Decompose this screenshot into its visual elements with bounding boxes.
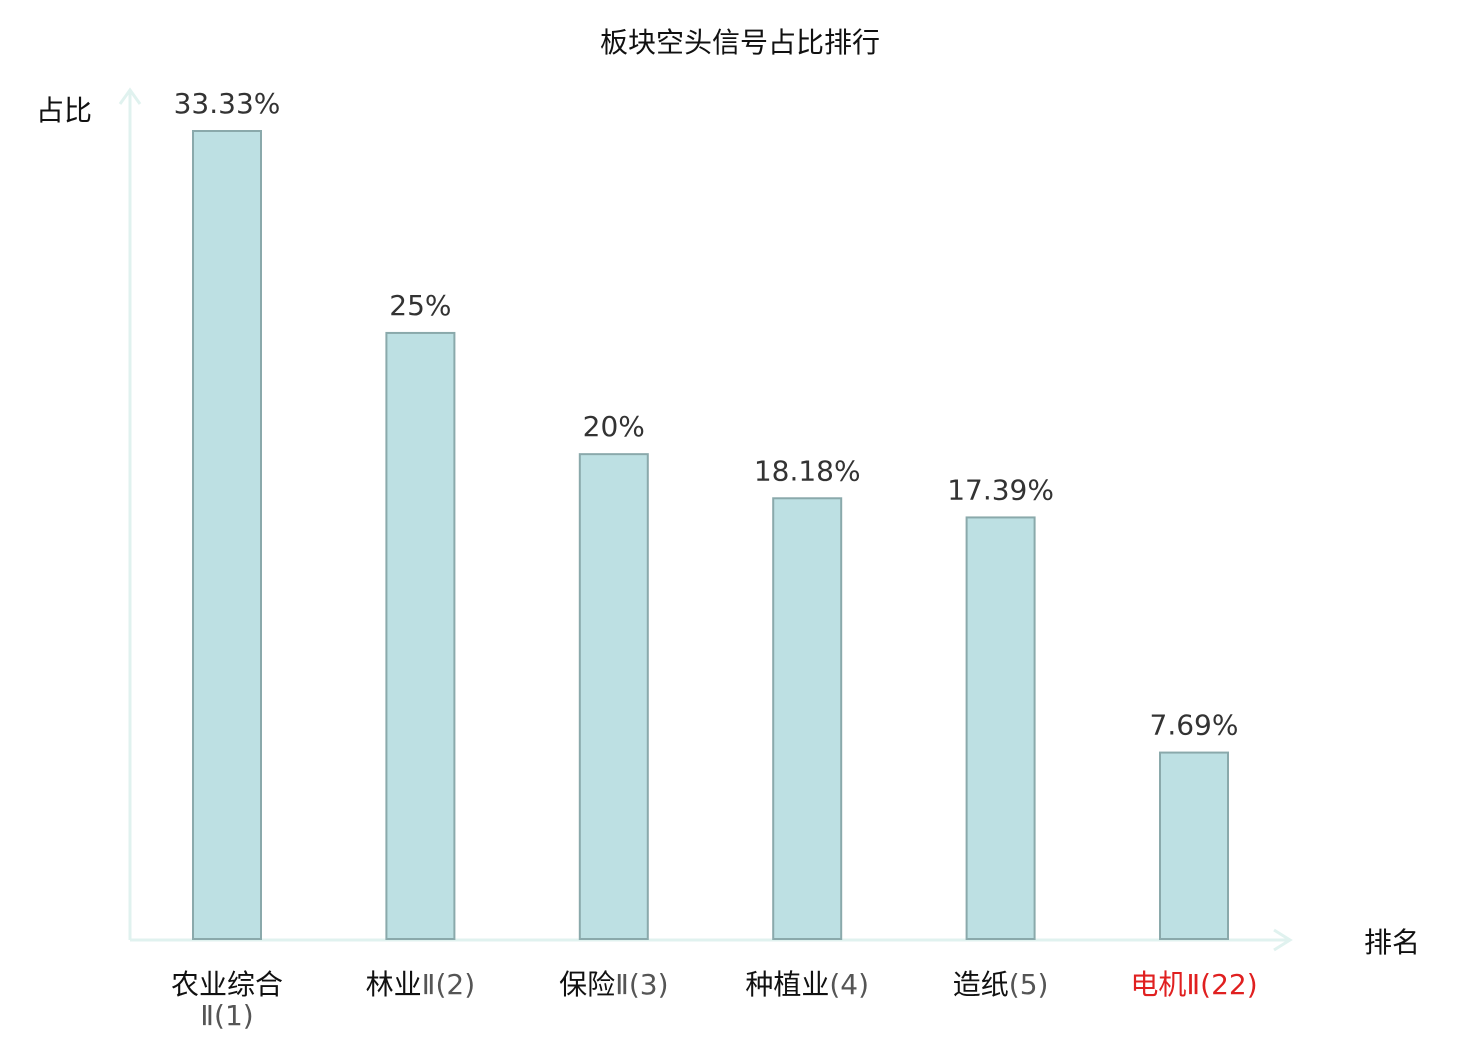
y-axis-arrow [118,87,142,105]
x-tick-name: 电机 [1130,968,1186,1001]
x-tick-label: 种植业(4) [745,968,869,1001]
data-label: 7.69% [1150,709,1239,742]
x-tick-rank: Ⅱ(22) [1186,968,1257,1001]
data-label: 25% [389,289,451,322]
x-tick-label: 农业综合 [171,968,283,1001]
bar [1159,751,1229,940]
x-tick-label: 造纸(5) [953,968,1049,1001]
x-tick-name: 林业 [366,968,422,1001]
value-labels-group: 33.33% 25% 20% 18.18% 17.39% 7.69% [174,87,1239,742]
x-tick-rank: (5) [1009,968,1049,1001]
data-label: 17.39% [947,473,1054,506]
x-axis-label: 排名 [1364,926,1420,959]
y-axis-label: 占比 [36,94,92,127]
bar [772,497,843,940]
axes [118,87,1293,952]
x-tick-rank: Ⅱ(2) [422,968,475,1001]
bar [965,516,1036,940]
x-tick-label: 电机Ⅱ(22) [1130,968,1257,1001]
x-tick-name: 种植业 [745,968,829,1001]
x-tick-label: 保险Ⅱ(3) [559,968,668,1001]
x-tick-name: 造纸 [953,968,1009,1001]
x-axis-arrow [1273,928,1293,952]
bars-group [192,130,1229,940]
x-tick-name: 保险 [559,968,615,1001]
data-label: 18.18% [754,454,861,487]
x-tick-rank: Ⅱ(3) [615,968,668,1001]
data-label: 20% [583,410,645,443]
bar [385,331,456,940]
bar [192,130,262,940]
chart-title: 板块空头信号占比排行 [600,26,880,59]
x-tick-label: 林业Ⅱ(2) [366,968,475,1001]
x-tick-rank: Ⅱ(1) [200,999,253,1032]
bar [578,453,649,940]
data-label: 33.33% [174,87,281,120]
x-tick-rank: (4) [829,968,869,1001]
